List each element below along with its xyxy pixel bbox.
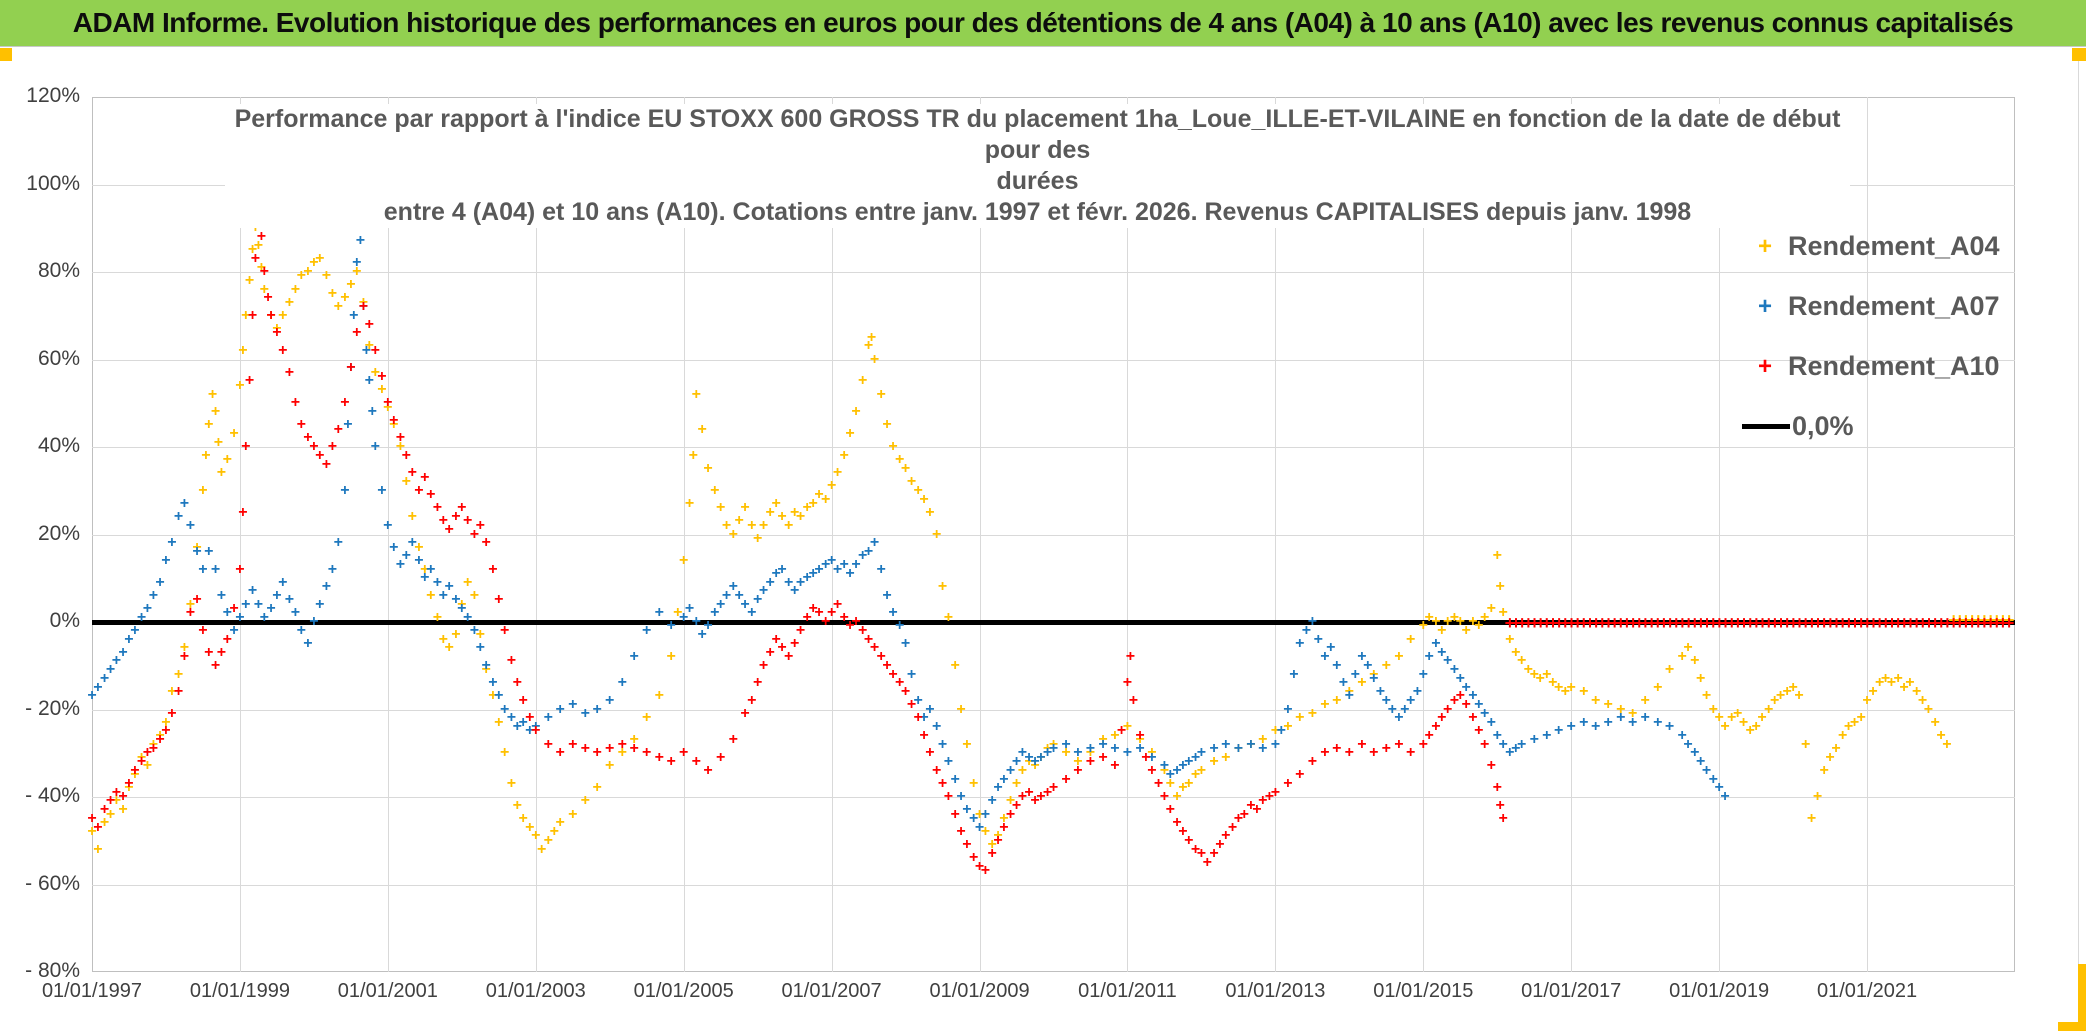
gridline-v <box>1867 97 1869 972</box>
legend-label: Rendement_A10 <box>1788 351 2000 381</box>
x-tick-label: 01/01/1999 <box>189 980 290 1002</box>
gold-corner-accent-top-right <box>2072 48 2086 61</box>
gridline-h <box>92 447 2015 448</box>
legend-item-rendement-a07: + Rendement_A07 <box>1742 290 2000 323</box>
gridline-v <box>1719 97 1721 972</box>
x-tick-label: 01/01/2021 <box>1817 980 1918 1002</box>
x-tick-label: 01/01/2017 <box>1521 980 1622 1002</box>
legend-label: Rendement_A04 <box>1788 231 2000 261</box>
legend-marker-icon: + <box>1757 232 1772 260</box>
chart-title-line2: durées <box>996 167 1079 195</box>
x-tick-label: 01/01/2019 <box>1669 980 1770 1002</box>
page-title: ADAM Informe. Evolution historique des p… <box>72 7 2014 38</box>
x-tick-label: 01/01/2007 <box>781 980 882 1002</box>
y-tick-label: 40% <box>37 434 80 457</box>
chart-legend: + Rendement_A04 + Rendement_A07 + Rendement_A… <box>1742 230 2000 443</box>
legend-marker-icon: + <box>1757 292 1772 320</box>
legend-item-rendement-a04: + Rendement_A04 <box>1742 230 2000 263</box>
legend-item-0-0-: 0,0% <box>1742 410 2000 443</box>
chart-title-line1: Performance par rapport à l'indice EU ST… <box>234 105 1841 164</box>
x-tick-label: 01/01/2011 <box>1078 980 1177 1002</box>
y-tick-label: - 20% <box>25 696 80 720</box>
gridline-v <box>535 97 537 972</box>
legend-item-rendement-a10: + Rendement_A10 <box>1742 350 2000 383</box>
gold-edge-accent-right <box>2078 964 2086 1031</box>
y-tick-label: 20% <box>37 521 80 545</box>
gridline-v <box>1127 97 1129 972</box>
y-tick-label: - 80% <box>25 959 80 982</box>
x-tick-label: 01/01/2005 <box>633 980 734 1002</box>
gridline-v <box>1571 97 1573 972</box>
legend-label: Rendement_A07 <box>1788 291 2000 321</box>
gridline-v <box>387 97 389 972</box>
y-tick-label: - 40% <box>25 784 80 807</box>
gridline-v <box>683 97 685 972</box>
y-tick-label: 120% <box>26 84 80 107</box>
legend-marker-icon: + <box>1757 352 1772 380</box>
gridline-h <box>92 359 2015 361</box>
x-tick-label: 01/01/2009 <box>929 980 1030 1002</box>
x-tick-label: 01/01/2015 <box>1373 980 1474 1002</box>
app-header: ADAM Informe. Evolution historique des p… <box>0 0 2086 47</box>
gridline-h <box>92 797 2015 798</box>
gridline-v <box>239 97 241 972</box>
x-tick-label: 01/01/1997 <box>41 980 143 1002</box>
gridline-v <box>1423 97 1425 972</box>
y-tick-label: 80% <box>37 259 80 282</box>
gridline-h <box>92 272 2015 273</box>
gridline-h <box>92 884 2015 886</box>
gridline-v <box>979 97 981 972</box>
gridline-v <box>1275 97 1277 972</box>
x-tick-label: 01/01/2003 <box>485 980 586 1002</box>
y-tick-label: 0% <box>49 609 80 632</box>
x-tick-label: 01/01/2001 <box>337 980 438 1002</box>
chart-title: Performance par rapport à l'indice EU ST… <box>225 104 1850 228</box>
chart-title-line3: entre 4 (A04) et 10 ans (A10). Cotations… <box>383 198 1692 226</box>
gridline-h <box>92 709 2015 711</box>
y-tick-label: 100% <box>26 171 80 195</box>
legend-line-icon <box>1742 424 1790 429</box>
legend-label: 0,0% <box>1792 411 1854 441</box>
gold-corner-accent-top-left <box>0 48 12 61</box>
y-tick-label: - 60% <box>25 871 80 895</box>
zero-reference-line <box>92 620 2015 625</box>
y-tick-label: 60% <box>37 346 80 370</box>
gridline-h <box>92 534 2015 536</box>
gridline-v <box>831 97 833 972</box>
performance-chart[interactable]: 120% 100% 80% 60% 40% 20% 0% - 20% - 40% - 60% - 8… <box>0 48 2079 1031</box>
gold-edge-accent-bottom <box>2058 1022 2086 1031</box>
x-tick-label: 01/01/2013 <box>1225 980 1326 1002</box>
